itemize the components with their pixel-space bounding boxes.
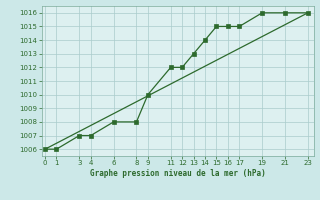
X-axis label: Graphe pression niveau de la mer (hPa): Graphe pression niveau de la mer (hPa) — [90, 169, 266, 178]
